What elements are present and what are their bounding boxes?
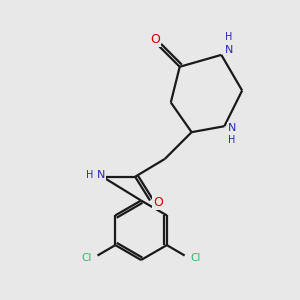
- Text: H: H: [225, 32, 232, 42]
- Text: Cl: Cl: [81, 253, 92, 263]
- Text: H: H: [228, 136, 236, 146]
- Text: N: N: [225, 45, 233, 56]
- Text: H: H: [86, 170, 94, 180]
- Text: N: N: [227, 123, 236, 133]
- Text: N: N: [97, 170, 105, 180]
- Text: O: O: [153, 196, 163, 208]
- Text: O: O: [150, 33, 160, 46]
- Text: Cl: Cl: [191, 253, 201, 263]
